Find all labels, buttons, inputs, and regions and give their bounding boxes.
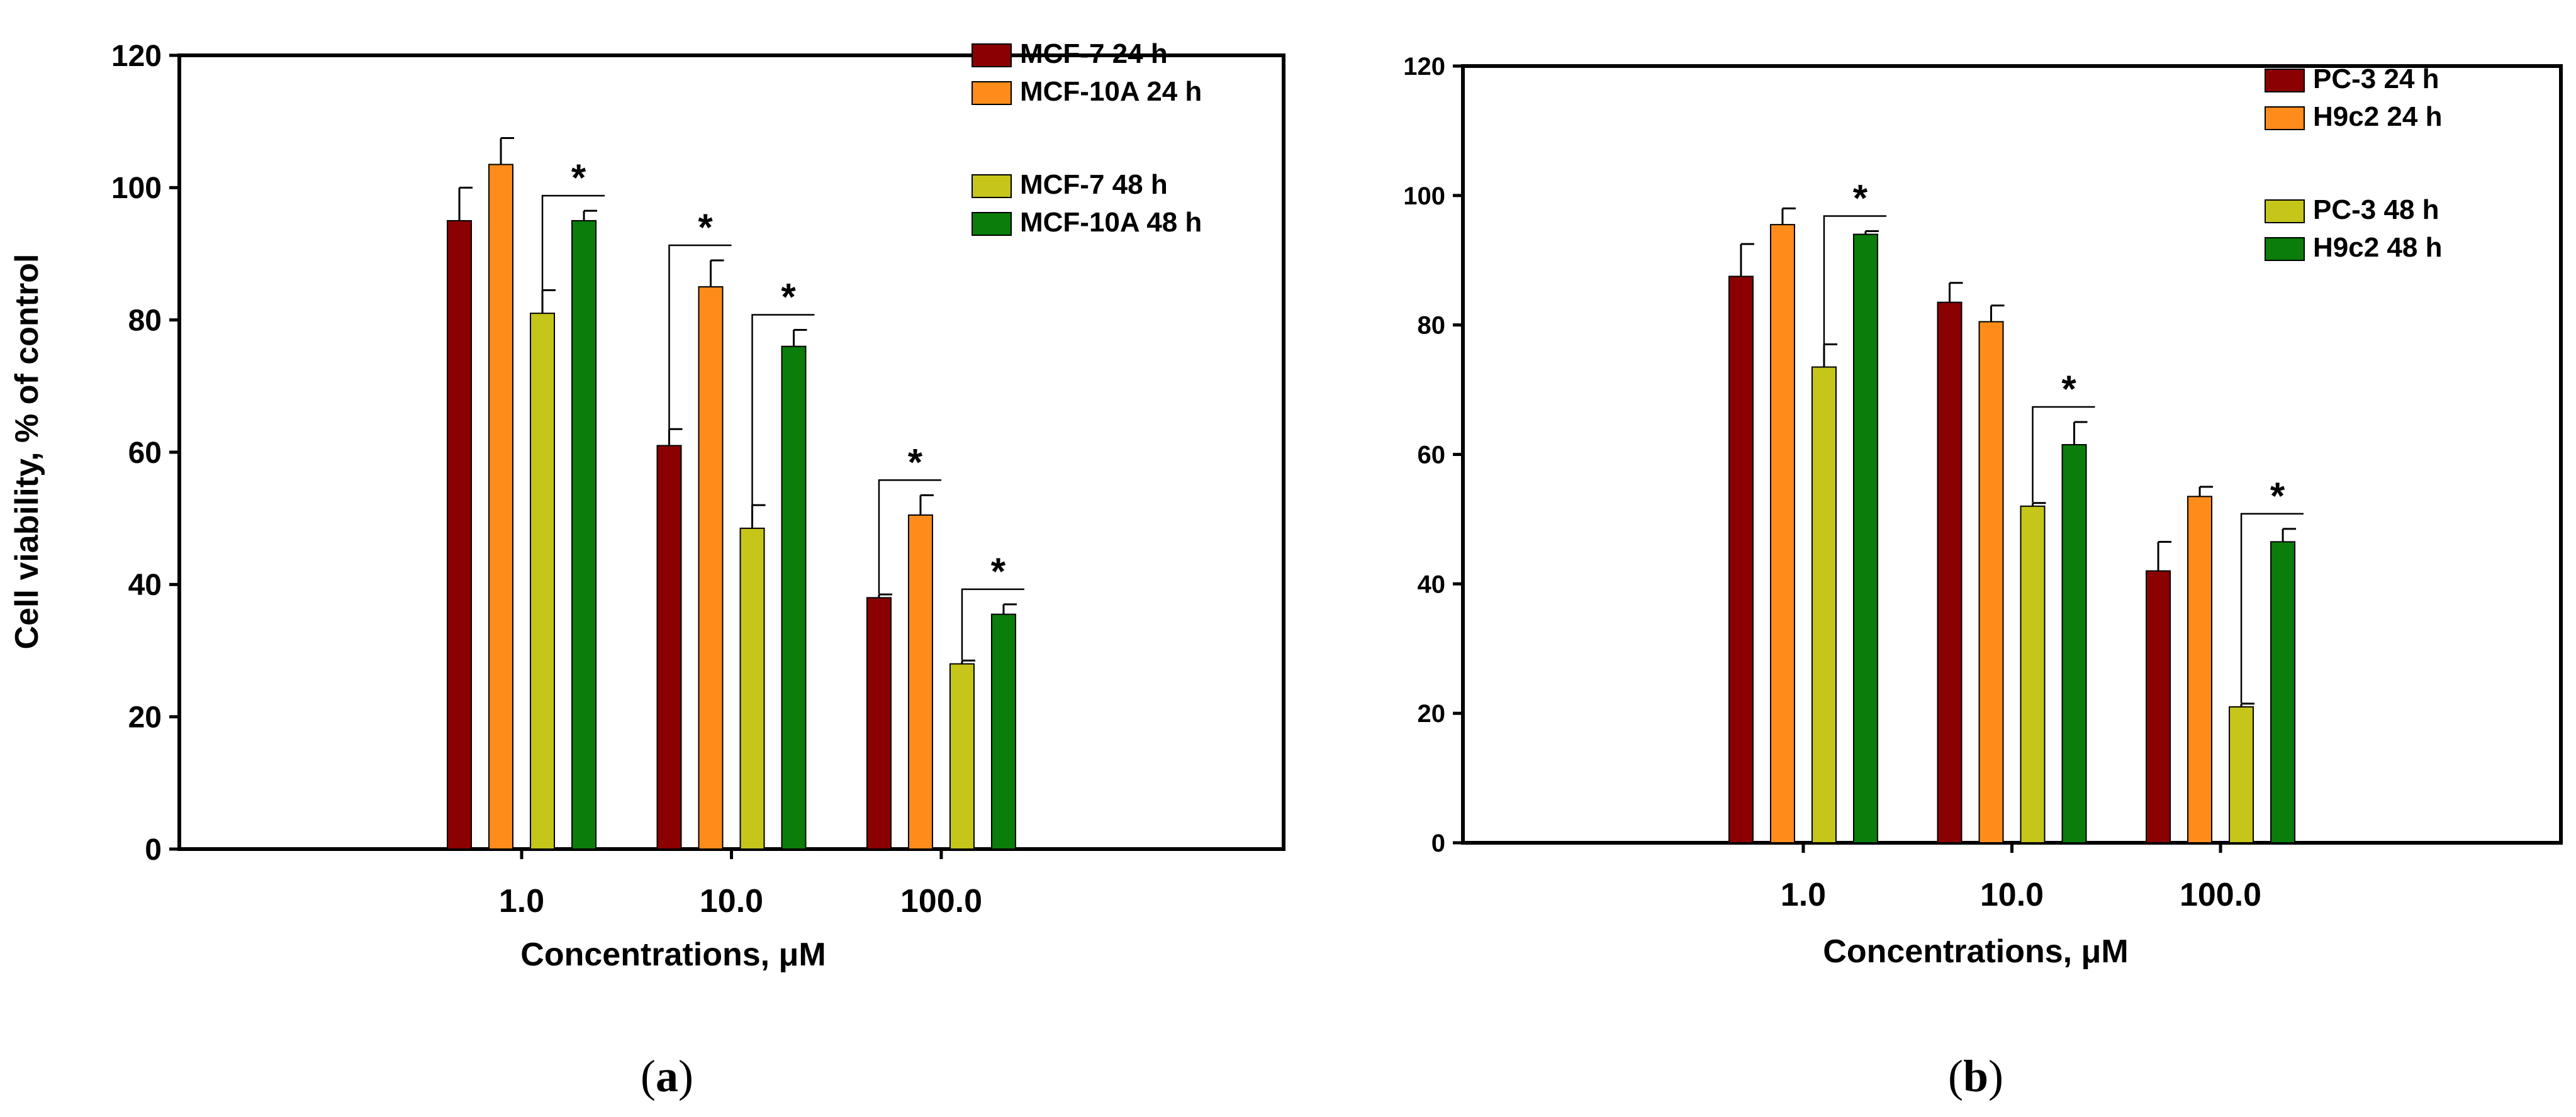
legend-label: H9c2 48 h xyxy=(2313,232,2442,263)
x-axis-title: Concentrations, μM xyxy=(520,936,826,973)
x-axis-title: Concentrations, μM xyxy=(1823,933,2128,970)
legend-swatch xyxy=(2265,199,2305,223)
y-tick-label: 20 xyxy=(128,701,162,734)
y-tick-label: 60 xyxy=(128,436,162,470)
bar xyxy=(2270,541,2296,843)
x-tick-label: 1.0 xyxy=(1781,877,1826,913)
bar xyxy=(530,313,556,850)
significance-bracket xyxy=(2240,513,2304,703)
legend-swatch xyxy=(2265,69,2305,92)
legend-swatch xyxy=(972,174,1012,198)
legend-label: MCF-7 48 h xyxy=(1020,169,1168,200)
significance-star: * xyxy=(2270,475,2285,517)
x-tick-label: 10.0 xyxy=(700,883,763,920)
panel-a-caption-letter: a xyxy=(656,1051,678,1101)
legend-swatch xyxy=(972,43,1012,67)
bar xyxy=(1728,275,1754,843)
significance-star: * xyxy=(571,157,586,199)
significance-star: * xyxy=(698,206,713,248)
bar xyxy=(1769,224,1795,844)
plot-frame xyxy=(1461,64,2563,845)
significance-bracket xyxy=(2032,406,2095,503)
x-tick-label: 100.0 xyxy=(900,883,982,920)
x-tick-label: 10.0 xyxy=(1980,877,2044,913)
legend-label: MCF-7 24 h xyxy=(1020,38,1168,69)
bar xyxy=(698,286,724,850)
panel-a-chart: 0 20 40 60 80 100 120 1.0 10.0 100.0 * * * * * MCF-7 24… xyxy=(9,38,1285,973)
bar xyxy=(2020,505,2046,843)
significance-star: * xyxy=(1853,177,1868,219)
bar xyxy=(1811,366,1837,843)
legend-swatch xyxy=(2265,106,2305,130)
bar xyxy=(2146,570,2171,843)
significance-bracket xyxy=(668,244,732,442)
bar xyxy=(1852,233,1878,844)
significance-bracket xyxy=(751,314,815,525)
y-tick-label: 20 xyxy=(1418,700,1446,728)
bar xyxy=(571,220,597,850)
legend-label: PC-3 48 h xyxy=(2313,194,2439,225)
legend-swatch xyxy=(972,212,1012,236)
significance-star: * xyxy=(2061,368,2076,410)
legend-label: PC-3 24 h xyxy=(2313,64,2439,94)
bar xyxy=(739,527,765,850)
bar xyxy=(990,613,1016,850)
legend-label: MCF-10A 24 h xyxy=(1020,76,1202,107)
bar xyxy=(781,345,807,850)
x-tick-label: 100.0 xyxy=(2180,877,2261,913)
y-tick-label: 100 xyxy=(1403,182,1445,210)
x-tick-label: 1.0 xyxy=(499,883,544,920)
y-tick-label: 80 xyxy=(1418,312,1446,340)
bar xyxy=(949,663,975,850)
y-tick-label: 80 xyxy=(128,304,162,337)
bar xyxy=(2061,444,2087,843)
bar xyxy=(656,445,682,850)
legend-swatch xyxy=(972,81,1012,105)
y-tick-label: 0 xyxy=(1431,830,1445,857)
y-tick-label: 60 xyxy=(1418,442,1446,469)
legend-swatch xyxy=(2265,237,2305,261)
significance-bracket xyxy=(541,194,605,310)
panel-b-caption: (b) xyxy=(1948,1051,2003,1101)
significance-star: * xyxy=(908,441,923,483)
legend-label: MCF-10A 48 h xyxy=(1020,207,1202,238)
bar xyxy=(1978,321,2004,844)
bar xyxy=(2187,496,2213,843)
bar xyxy=(2229,706,2254,843)
y-tick-label: 100 xyxy=(111,172,162,205)
panel-b-chart: 0 20 40 60 80 100 120 1.0 10.0 100.0 * * * PC-3 24 h H… xyxy=(1403,53,2563,970)
bar xyxy=(1937,301,1963,844)
significance-star: * xyxy=(781,275,796,318)
bar xyxy=(488,164,514,850)
bar xyxy=(866,597,892,850)
bar xyxy=(907,514,933,850)
significance-star: * xyxy=(991,550,1006,592)
panel-b-caption-letter: b xyxy=(1963,1051,1988,1101)
y-tick-label: 40 xyxy=(128,569,162,602)
y-tick-label: 120 xyxy=(111,40,162,73)
y-tick-label: 0 xyxy=(145,833,162,867)
legend-label: H9c2 24 h xyxy=(2313,101,2442,132)
significance-bracket xyxy=(961,588,1024,660)
significance-bracket xyxy=(1823,215,1886,364)
bar xyxy=(447,220,473,850)
y-axis-title: Cell viability, % of control xyxy=(9,254,45,650)
y-tick-label: 120 xyxy=(1403,53,1445,81)
significance-bracket xyxy=(878,479,941,594)
panel-a-caption: (a) xyxy=(641,1051,693,1101)
y-tick-label: 40 xyxy=(1418,570,1446,598)
